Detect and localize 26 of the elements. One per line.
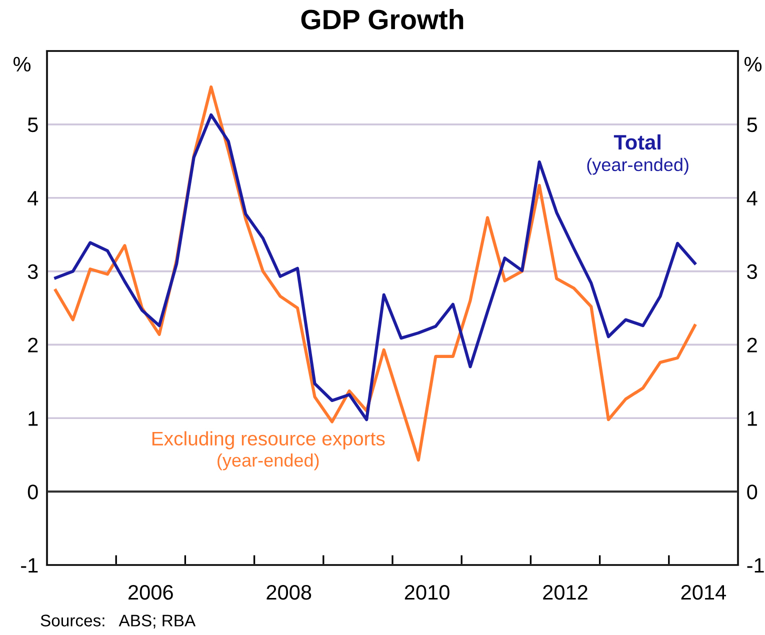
- y-tick-label: 2: [28, 338, 38, 352]
- x-tick-label: 2010: [404, 584, 450, 600]
- y2-tick-label: 5: [747, 118, 758, 132]
- y-tick-label: -1: [21, 558, 38, 573]
- chart-title: GDP Growth: [301, 9, 464, 30]
- y2-tick-label: 4: [746, 191, 758, 206]
- y2-tick-label: 1: [748, 411, 757, 426]
- y-tick-label: 1: [28, 411, 38, 426]
- y-tick-label: 5: [28, 118, 38, 132]
- x-tick-label: 2008: [266, 584, 312, 600]
- x-tick-label: 2012: [543, 584, 588, 600]
- x-tick-label: 2014: [681, 584, 726, 600]
- y2-tick-label: 2: [747, 338, 757, 352]
- y2-tick-label: 0: [747, 484, 758, 500]
- y2-tick-label: -1: [747, 558, 764, 573]
- y-axis-title: %: [13, 56, 31, 72]
- y2-tick-label: 3: [747, 264, 758, 280]
- x-tick-label: 2006: [128, 584, 173, 600]
- y-tick-label: 3: [28, 264, 38, 280]
- y2-axis-title: %: [744, 56, 762, 72]
- source-note: Sources: ABS; RBA: [40, 614, 196, 628]
- line-series: [54, 113, 696, 422]
- series-label: Excluding resource exports (year-ended): [152, 431, 385, 470]
- y-tick-label: 0: [28, 484, 38, 500]
- y-tick-label: 4: [28, 191, 38, 206]
- series-label: Total (year-ended): [587, 134, 688, 175]
